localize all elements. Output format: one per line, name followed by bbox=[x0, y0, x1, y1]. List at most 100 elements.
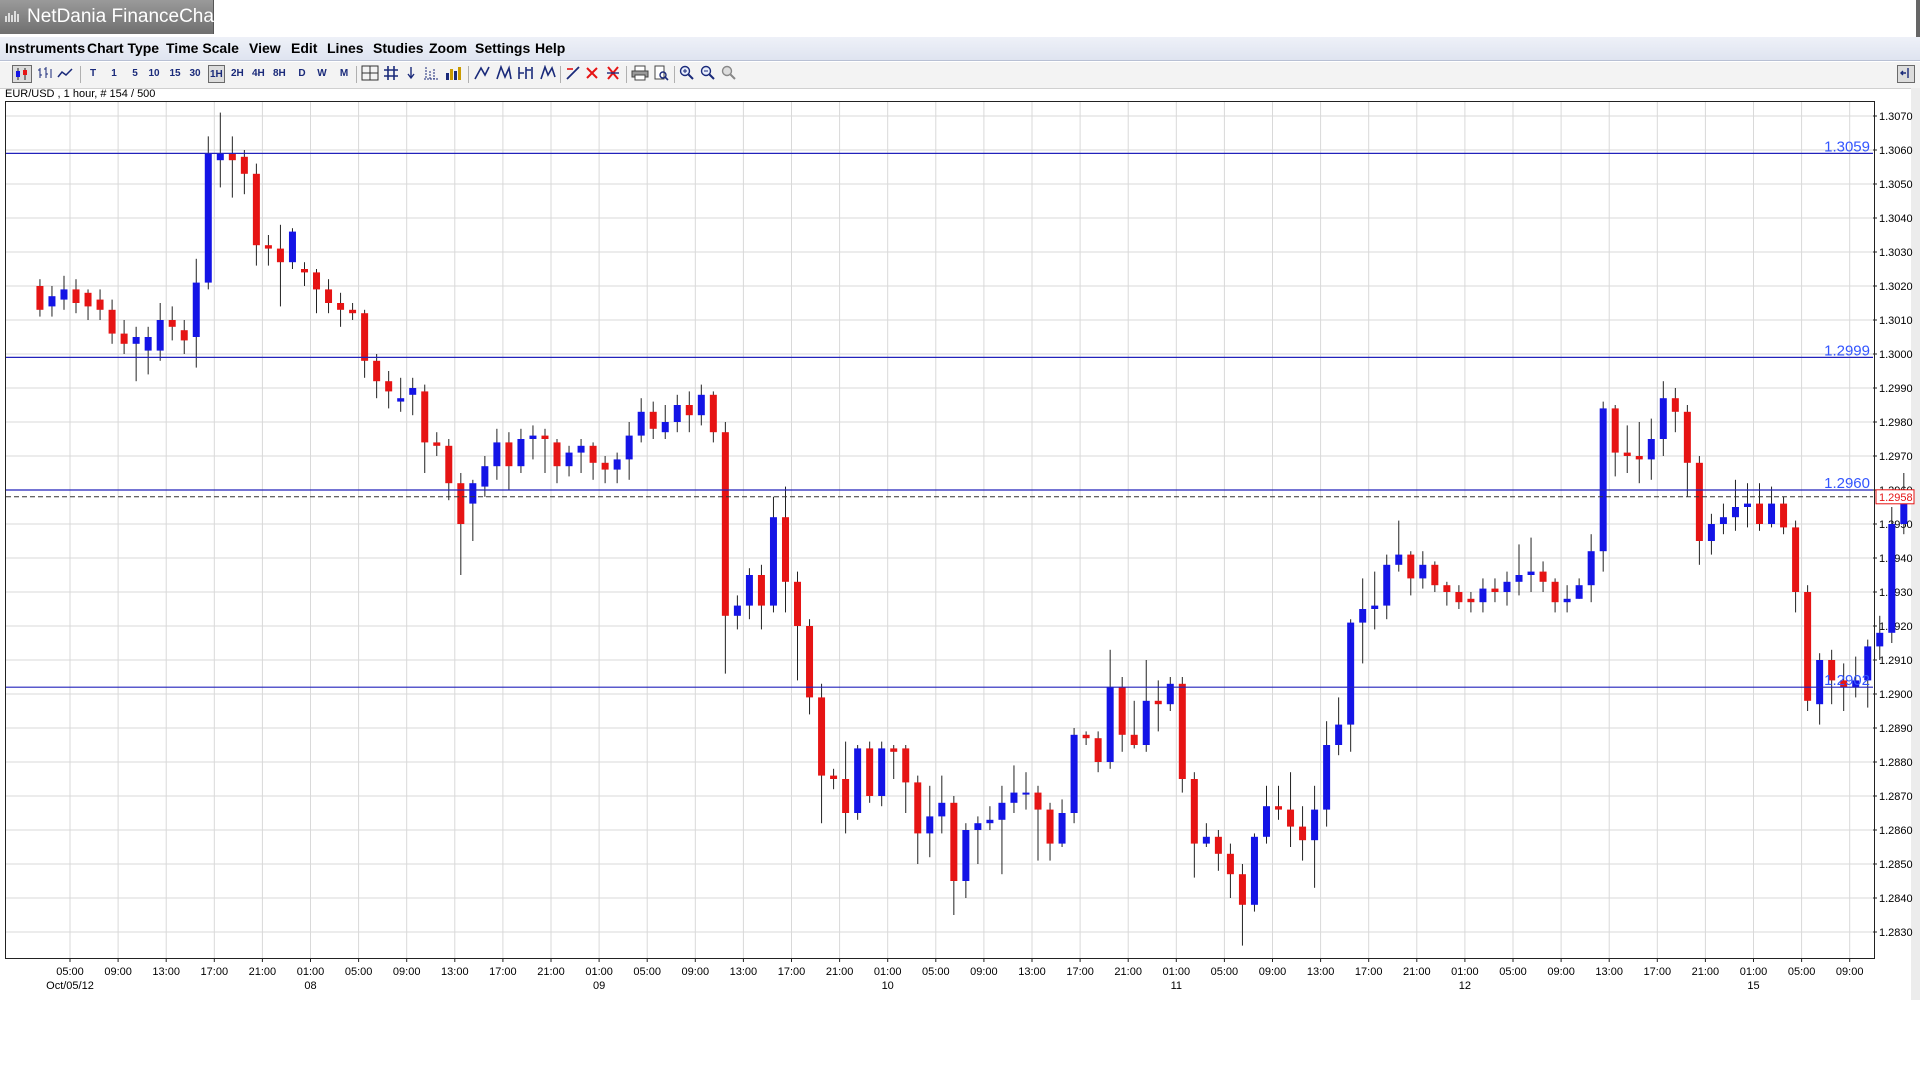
x-tick-label: 17:00 bbox=[778, 966, 806, 978]
candle bbox=[914, 775, 922, 864]
menu-time-scale[interactable]: Time Scale bbox=[166, 40, 239, 56]
candle-body-up bbox=[1058, 813, 1066, 844]
candle-body-down bbox=[1611, 408, 1619, 453]
delete-icon[interactable] bbox=[584, 65, 600, 83]
candle bbox=[1587, 534, 1595, 603]
candle bbox=[1299, 806, 1307, 861]
timescale-tick-button[interactable]: T bbox=[89, 68, 97, 79]
candle-body-up bbox=[1816, 660, 1824, 705]
menu-instruments[interactable]: Instruments bbox=[5, 40, 86, 56]
candle bbox=[1599, 401, 1607, 572]
timescale-5min-button[interactable]: 5 bbox=[132, 68, 138, 79]
candle-body-down bbox=[505, 442, 513, 467]
candle-body-down bbox=[806, 626, 814, 698]
line-chart-icon[interactable] bbox=[56, 65, 76, 83]
candle-body-down bbox=[349, 309, 357, 314]
crosshair-icon[interactable] bbox=[360, 65, 380, 83]
x-tick-label: 17:00 bbox=[1066, 966, 1094, 978]
x-tick-label: 01:00 bbox=[1163, 966, 1191, 978]
candle-body-down bbox=[685, 405, 693, 416]
menu-studies[interactable]: Studies bbox=[373, 40, 424, 56]
timescale-month-button[interactable]: M bbox=[339, 68, 349, 79]
timescale-8h-button[interactable]: 8H bbox=[273, 68, 286, 79]
line-tool-icon[interactable] bbox=[564, 65, 582, 83]
grid-icon[interactable] bbox=[382, 65, 400, 83]
menu-lines[interactable]: Lines bbox=[327, 40, 364, 56]
x-tick-label: 05:00 bbox=[345, 966, 373, 978]
candle bbox=[313, 269, 321, 314]
candle bbox=[733, 595, 741, 630]
candle bbox=[818, 683, 826, 824]
x-tick-label: 01:00 bbox=[1451, 966, 1479, 978]
candle-body-up bbox=[1864, 646, 1872, 681]
candle-body-up bbox=[1599, 408, 1607, 552]
timescale-2h-button[interactable]: 2H bbox=[231, 68, 244, 79]
candlestick-icon[interactable] bbox=[12, 65, 32, 83]
candle bbox=[1323, 721, 1331, 827]
candle bbox=[180, 320, 188, 354]
menu-view[interactable]: View bbox=[249, 40, 281, 56]
candle-body-up bbox=[1659, 398, 1667, 439]
candle-body-up bbox=[613, 459, 621, 470]
timescale-1h-button[interactable]: 1H bbox=[208, 65, 225, 83]
candle bbox=[842, 741, 850, 834]
candle-body-down bbox=[890, 748, 898, 752]
instrument-label: EUR/USD , 1 hour, # 154 / 500 bbox=[5, 88, 156, 100]
menu-help[interactable]: Help bbox=[535, 40, 566, 56]
window-title-tab[interactable]: NetDania FinanceChart bbox=[0, 0, 226, 34]
timescale-1min-button[interactable]: 1 bbox=[111, 68, 117, 79]
timescale-week-button[interactable]: W bbox=[317, 68, 327, 79]
print-icon[interactable] bbox=[630, 65, 650, 83]
candle bbox=[433, 432, 441, 456]
candle bbox=[252, 163, 260, 266]
arrow-down-icon[interactable] bbox=[404, 65, 418, 83]
y-tick-label: 1.2880 bbox=[1879, 757, 1913, 769]
menu-edit[interactable]: Edit bbox=[291, 40, 318, 56]
collapse-panel-icon[interactable] bbox=[1897, 65, 1915, 83]
candle-body-down bbox=[457, 483, 465, 524]
timescale-15min-button[interactable]: 15 bbox=[169, 68, 181, 79]
channel-icon[interactable] bbox=[516, 65, 536, 83]
trendline-icon[interactable] bbox=[472, 65, 492, 83]
candle bbox=[1010, 765, 1018, 813]
menu-zoom[interactable]: Zoom bbox=[429, 40, 468, 56]
candle bbox=[1226, 843, 1234, 898]
candle-body-up bbox=[697, 394, 705, 416]
zoom-in-icon[interactable] bbox=[678, 65, 696, 83]
candle-body-down bbox=[36, 286, 44, 310]
candle bbox=[96, 289, 104, 320]
candle bbox=[866, 741, 874, 803]
candle bbox=[1419, 551, 1427, 589]
timescale-30min-button[interactable]: 30 bbox=[189, 68, 201, 79]
timescale-4h-button[interactable]: 4H bbox=[252, 68, 265, 79]
window-edge bbox=[1916, 0, 1920, 44]
candle-body-down bbox=[601, 462, 609, 470]
candle-body-up bbox=[878, 748, 886, 796]
candle-body-down bbox=[373, 360, 381, 382]
volume-bars-icon[interactable] bbox=[444, 65, 464, 83]
candle-body-down bbox=[1275, 806, 1283, 810]
menu-settings[interactable]: Settings bbox=[475, 40, 531, 56]
candle bbox=[469, 479, 477, 541]
timescale-10min-button[interactable]: 10 bbox=[148, 68, 160, 79]
menu-chart-type[interactable]: Chart Type bbox=[87, 40, 160, 56]
grid-toggle-icon[interactable] bbox=[422, 65, 440, 83]
zoom-reset-icon[interactable] bbox=[720, 65, 738, 83]
fan-icon[interactable] bbox=[494, 65, 514, 83]
y-tick-label: 1.2830 bbox=[1879, 927, 1913, 939]
candle bbox=[1130, 700, 1138, 749]
x-tick-label: 01:00 bbox=[1740, 966, 1768, 978]
candle bbox=[673, 394, 681, 433]
candle bbox=[1876, 615, 1884, 660]
candle-body-down bbox=[866, 748, 874, 796]
candle-body-down bbox=[721, 432, 729, 616]
candle-body-down bbox=[264, 245, 272, 249]
zoom-out-icon[interactable] bbox=[699, 65, 717, 83]
timescale-day-button[interactable]: D bbox=[298, 68, 306, 79]
fibonacci-icon[interactable] bbox=[538, 65, 558, 83]
x-tick-label: 09:00 bbox=[1836, 966, 1864, 978]
print-preview-icon[interactable] bbox=[652, 65, 670, 83]
delete-all-icon[interactable] bbox=[604, 65, 622, 83]
candle-body-down bbox=[313, 272, 321, 290]
bar-chart-icon[interactable] bbox=[36, 65, 56, 83]
